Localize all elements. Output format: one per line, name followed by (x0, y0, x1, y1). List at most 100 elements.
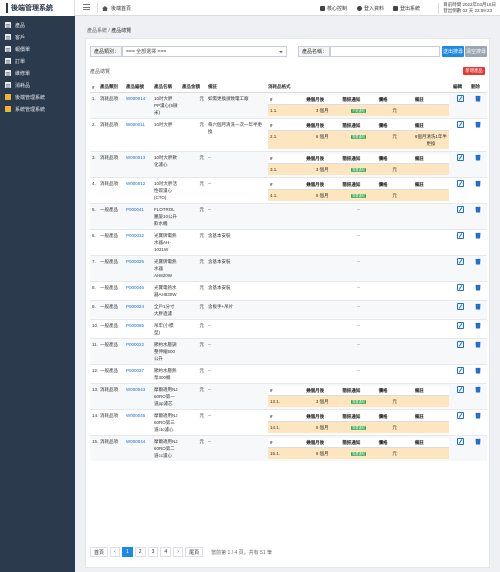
edit-icon[interactable] (456, 437, 464, 445)
product-code[interactable]: W000012 (124, 176, 152, 203)
trash-icon[interactable] (475, 322, 481, 329)
last-page-button[interactable]: 尾頁 (185, 547, 204, 557)
trash-icon[interactable] (475, 303, 481, 310)
trash-icon[interactable] (475, 95, 481, 102)
row-number: 12. (90, 363, 98, 383)
product-category: 一般產品 (98, 280, 124, 300)
edit-icon[interactable] (456, 179, 464, 187)
edit-cell (451, 254, 469, 281)
page-number-button[interactable]: 2 (134, 547, 146, 557)
product-code[interactable]: P000022 (124, 337, 152, 364)
page-number-button[interactable]: 1 (122, 547, 133, 557)
trash-icon[interactable] (475, 438, 481, 445)
product-name-input[interactable] (330, 46, 440, 57)
search-button[interactable]: 送出搜尋 (442, 46, 464, 57)
edit-icon[interactable] (456, 340, 464, 348)
product-name: 光寶牌電熱水器AH820W (152, 254, 180, 281)
product-price: 元 (180, 434, 206, 461)
profile-link[interactable]: 登入資料 (357, 5, 384, 12)
row-number: 8. (90, 280, 98, 300)
category-select[interactable]: === 全部選擇 === (122, 46, 287, 57)
product-code[interactable]: W000044 (124, 434, 152, 461)
sidebar-item[interactable]: 產品 (0, 19, 75, 31)
consumable-subtable: # 幾個月後 簡訊通知 價格 備註 15.1. 6 個月 需要通知 元 (268, 437, 449, 459)
sidebar-item[interactable]: 報價單 (0, 43, 75, 55)
product-code[interactable]: P000025 (124, 254, 152, 281)
product-category: 消耗品項 (98, 382, 124, 409)
consumable-subtable: # 幾個月後 簡訊通知 價格 備註 3.1. 3 個月 需要通知 元 (268, 153, 449, 175)
edit-icon[interactable] (456, 366, 464, 374)
sidebar-item[interactable]: 訂單 (0, 55, 75, 67)
home-link[interactable]: 後端首頁 (102, 5, 131, 12)
logout-link[interactable]: 登出系統 (393, 5, 420, 12)
edit-icon[interactable] (456, 321, 464, 329)
document-icon (5, 46, 11, 52)
consumable-format: -- (266, 228, 451, 255)
edit-icon[interactable] (456, 205, 464, 213)
trash-icon[interactable] (475, 367, 481, 374)
trash-icon[interactable] (475, 386, 481, 393)
edit-icon[interactable] (456, 153, 464, 161)
document-icon (5, 82, 11, 88)
first-page-button[interactable]: 首頁 (90, 547, 109, 557)
trash-icon[interactable] (475, 154, 481, 161)
product-price: 元 (180, 382, 206, 409)
core-control-link[interactable]: 核心控制 (320, 5, 347, 12)
product-code[interactable]: W000013 (124, 150, 152, 177)
logout-label: 登出系統 (400, 6, 421, 12)
trash-icon[interactable] (475, 206, 481, 213)
edit-icon[interactable] (456, 283, 464, 291)
trash-icon[interactable] (475, 412, 481, 419)
edit-icon[interactable] (456, 94, 464, 102)
trash-icon[interactable] (475, 258, 481, 265)
product-code[interactable]: P000085 (124, 318, 152, 338)
subtable-header: 備註 (412, 411, 449, 422)
product-code[interactable]: P000032 (124, 228, 152, 255)
sidebar-item[interactable]: 消耗品 (0, 79, 75, 91)
row-number: 9. (90, 299, 98, 319)
edit-icon[interactable] (456, 257, 464, 265)
product-price: 元 (180, 254, 206, 281)
sidebar-item[interactable]: 維修單 (0, 67, 75, 79)
edit-icon[interactable] (456, 231, 464, 239)
page-number-button[interactable]: 3 (147, 547, 159, 557)
product-name: 全戶1分寸大胖過濾 (152, 299, 180, 319)
edit-icon[interactable] (456, 302, 464, 310)
product-code[interactable]: W000043 (124, 382, 152, 409)
prev-page-button[interactable]: ‹ (110, 547, 121, 557)
sidebar-item[interactable]: 系統管理系統 (0, 103, 75, 115)
trash-icon[interactable] (475, 284, 481, 291)
clear-search-button[interactable]: 清空搜尋 (465, 46, 487, 57)
product-code[interactable]: P000046 (124, 280, 152, 300)
product-code[interactable]: W000011 (124, 117, 152, 151)
edit-icon[interactable] (456, 120, 464, 128)
consumable-format: -- (266, 363, 451, 383)
edit-icon[interactable] (456, 385, 464, 393)
product-price: 元 (180, 176, 206, 203)
add-product-button[interactable]: 新增產品 (463, 67, 485, 75)
sidebar-item-label: 消耗品 (15, 82, 31, 89)
next-page-button[interactable]: › (173, 547, 184, 557)
subtable-header: 幾個月後 (304, 179, 341, 190)
product-name: 節約水壓調整伸縮500公升 (152, 337, 180, 364)
sidebar-item[interactable]: 後端管理系統 (0, 91, 75, 103)
product-code[interactable]: P000037 (124, 363, 152, 383)
product-code[interactable]: W000045 (124, 408, 152, 435)
trash-icon[interactable] (475, 341, 481, 348)
product-name: 10吋大胖 (152, 117, 180, 151)
sidebar-item[interactable]: 客戶 (0, 31, 75, 43)
product-code[interactable]: P000024 (124, 299, 152, 319)
product-code[interactable]: P000041 (124, 202, 152, 229)
edit-icon[interactable] (456, 411, 464, 419)
trash-icon[interactable] (475, 180, 481, 187)
hamburger-menu-icon[interactable] (83, 4, 90, 10)
page-number-button[interactable]: 4 (160, 547, 172, 557)
trash-icon[interactable] (475, 232, 481, 239)
trash-icon[interactable] (475, 121, 481, 128)
breadcrumb-root[interactable]: 產品系統 (87, 28, 108, 34)
row-number: 4. (90, 176, 98, 203)
subtable-header: 備註 (412, 153, 449, 164)
product-note: -- (206, 382, 266, 409)
product-code[interactable]: W000014 (124, 91, 152, 118)
subtable-row: 4.1. 6 個月 需要通知 元 (268, 188, 449, 201)
